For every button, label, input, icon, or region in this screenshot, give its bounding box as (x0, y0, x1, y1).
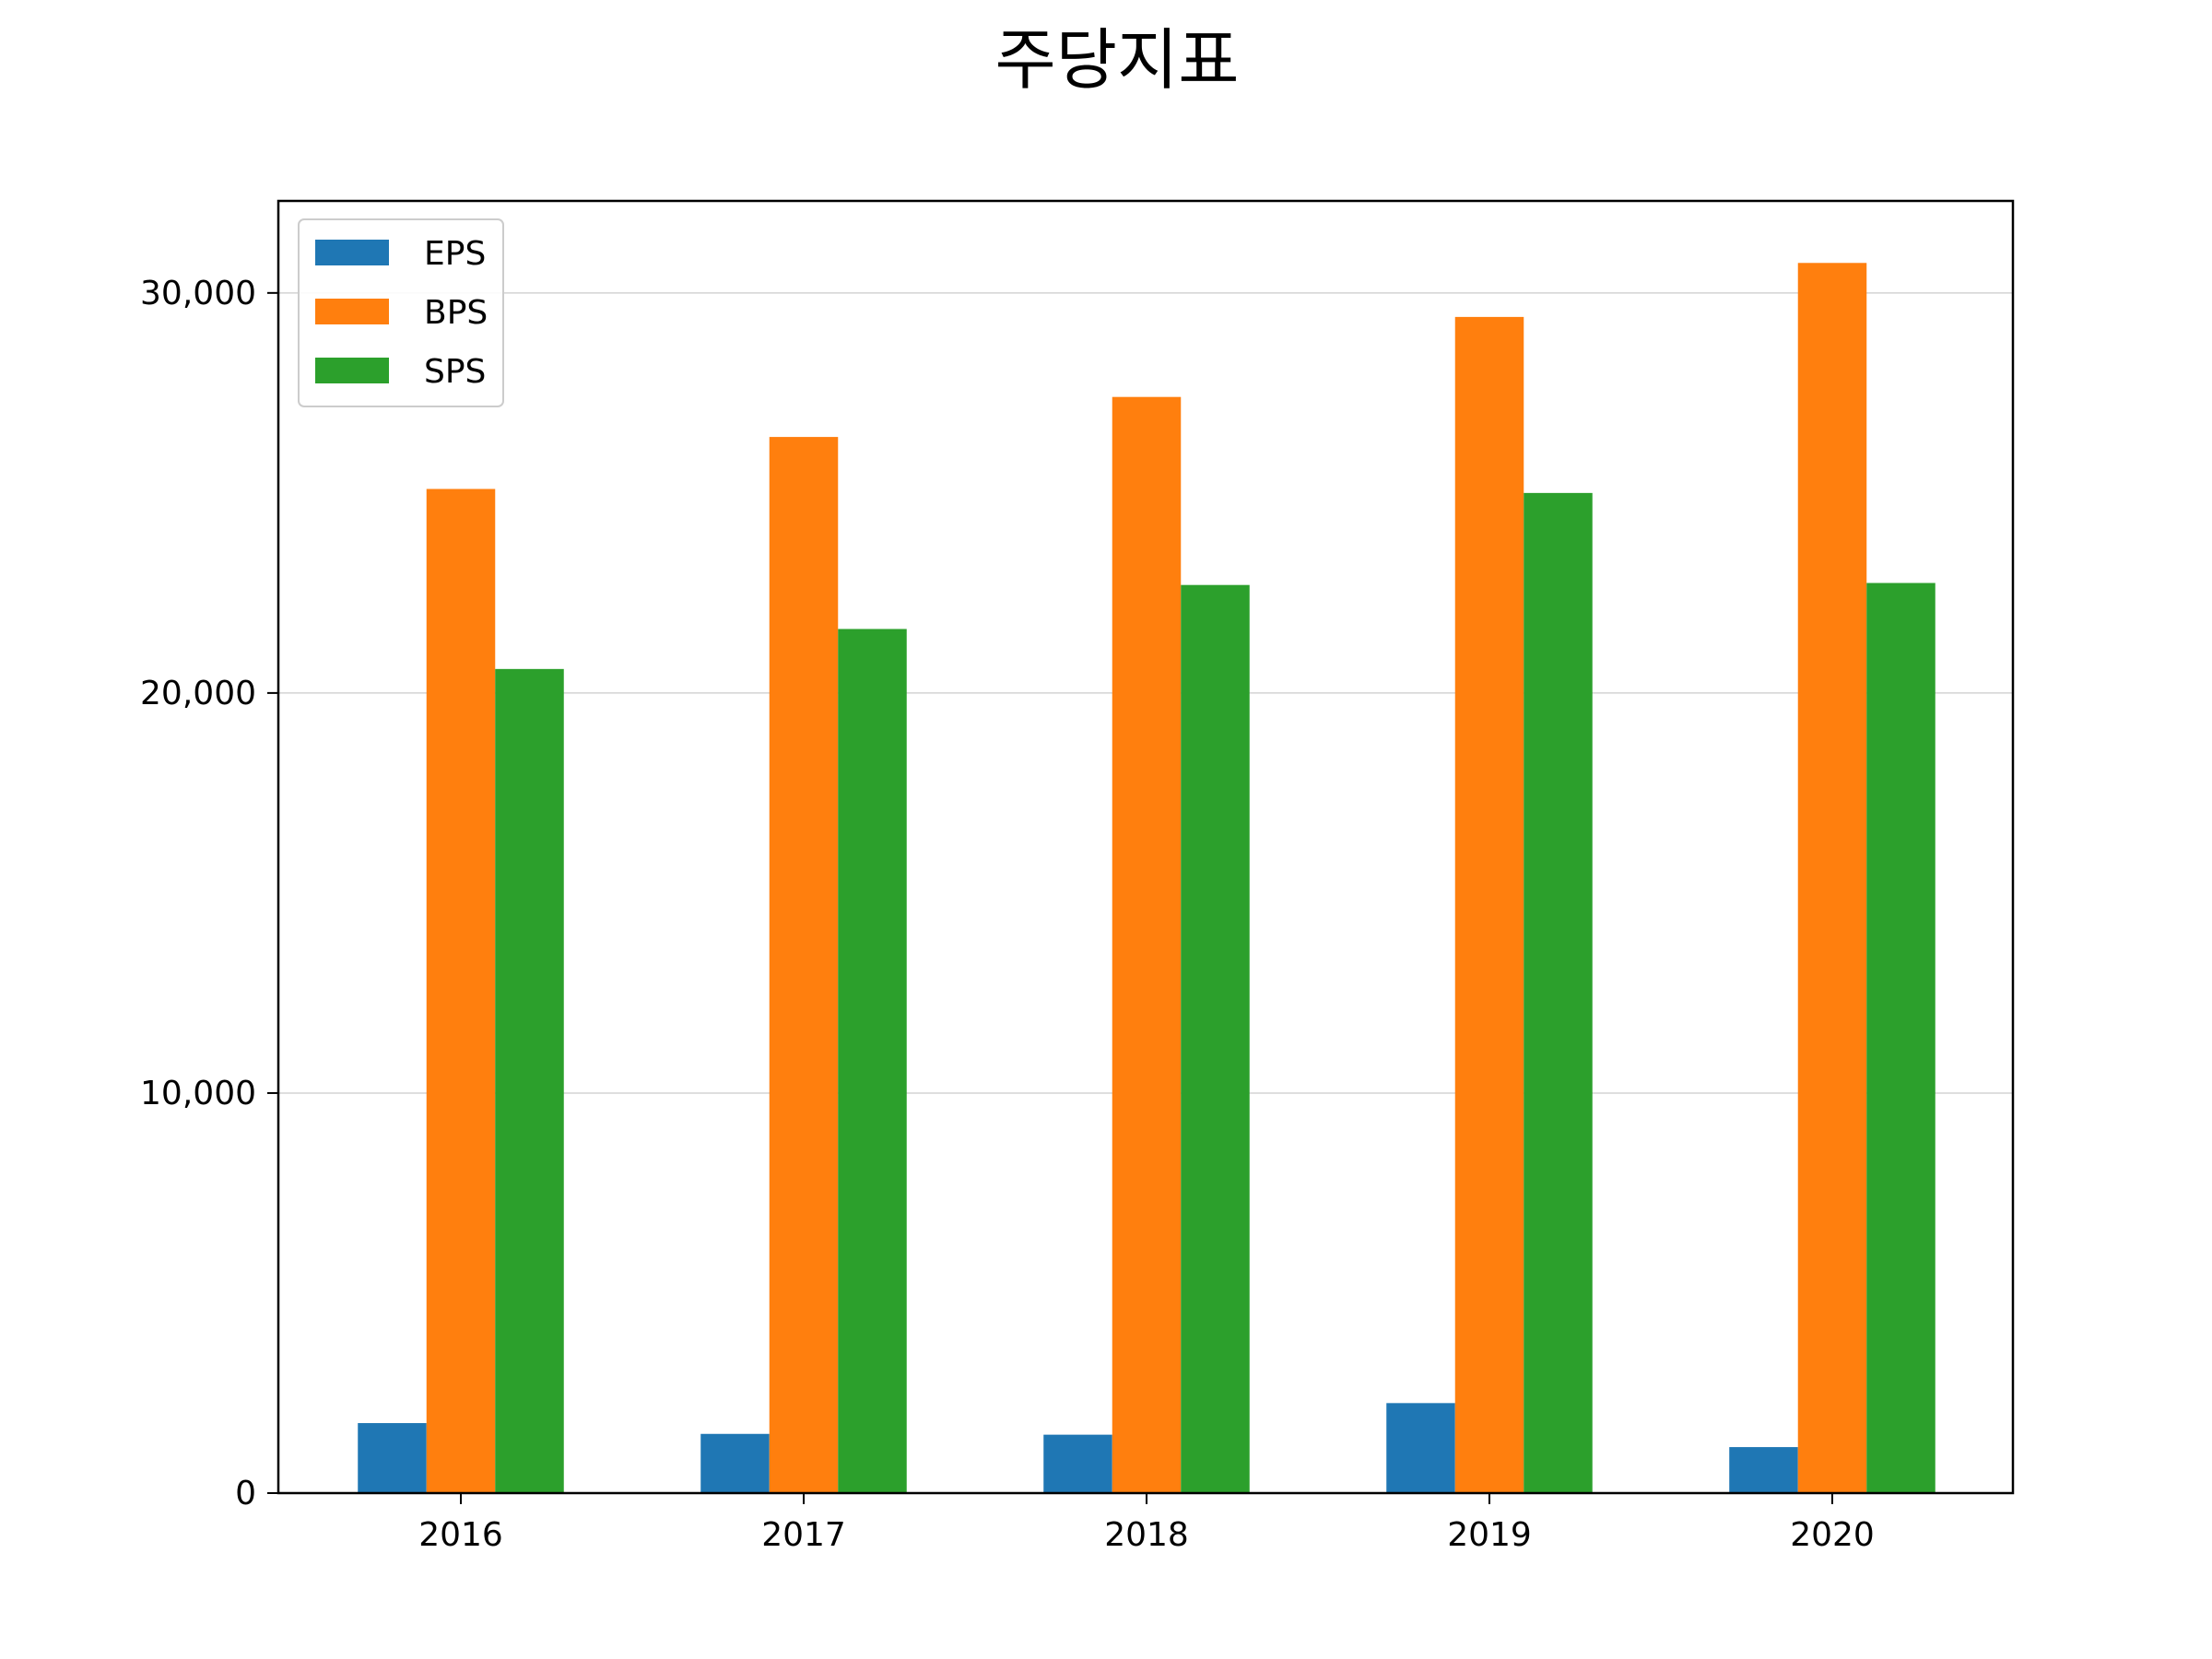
legend-label-bps: BPS (424, 294, 488, 332)
axes: 2016 2017 2018 2019 2020 0 10,000 20,000 30,000 (140, 199, 2015, 1554)
bar-eps-2020 (1729, 1447, 1798, 1493)
legend-label-sps: SPS (424, 353, 486, 391)
bars (358, 263, 1936, 1494)
bar-eps-2019 (1386, 1403, 1455, 1493)
legend-swatch-sps (315, 358, 389, 383)
legend: EPS BPS SPS (298, 218, 504, 407)
bar-eps-2017 (700, 1433, 770, 1493)
bar-bps-2017 (769, 437, 839, 1493)
x-tick-label: 2020 (1790, 1516, 1875, 1554)
legend-label-eps: EPS (424, 235, 486, 273)
y-tick-label: 30,000 (140, 275, 256, 312)
bar-bps-2019 (1454, 316, 1524, 1493)
bar-sps-2018 (1181, 584, 1250, 1493)
y-tick-label: 0 (235, 1475, 256, 1512)
bar-eps-2018 (1043, 1434, 1112, 1493)
bar-sps-2016 (495, 668, 564, 1493)
bar-bps-2018 (1112, 396, 1182, 1494)
legend-swatch-eps (315, 240, 389, 265)
bar-sps-2020 (1866, 582, 1936, 1493)
bar-bps-2016 (426, 488, 496, 1493)
x-tick-label: 2017 (761, 1516, 846, 1554)
bar-bps-2020 (1797, 263, 1867, 1494)
chart-title: 주당지표 (995, 21, 1240, 99)
bar-sps-2017 (838, 629, 907, 1493)
bar-sps-2019 (1524, 492, 1593, 1494)
y-tick-label: 20,000 (140, 675, 256, 712)
bar-eps-2016 (358, 1423, 427, 1493)
legend-swatch-bps (315, 299, 389, 324)
x-tick-label: 2016 (418, 1516, 503, 1554)
y-tick-label: 10,000 (140, 1075, 256, 1112)
x-tick-label: 2018 (1104, 1516, 1189, 1554)
plot-frame (276, 199, 2015, 1495)
x-tick-label: 2019 (1447, 1516, 1532, 1554)
